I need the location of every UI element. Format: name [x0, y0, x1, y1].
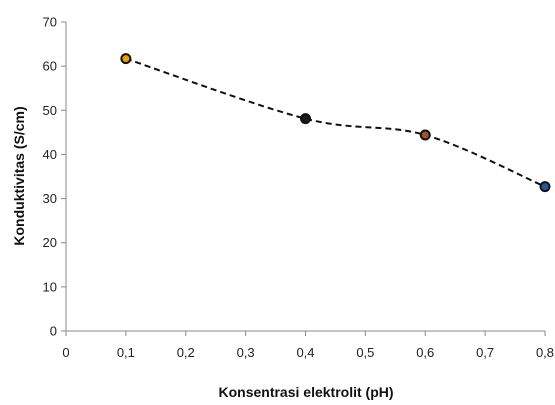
series-line: [125, 57, 546, 188]
x-tick-label: 0,4: [296, 345, 314, 360]
x-tick-labels: 0 0,1 0,2 0,3 0,4 0,5 0,6 0,7 0,8: [62, 345, 554, 360]
x-tick-label: 0,2: [177, 345, 195, 360]
y-axis-title: Konduktivitas (S/cm): [11, 106, 27, 245]
y-tick-label: 10: [43, 279, 57, 294]
y-tick-label: 60: [43, 59, 57, 74]
y-tick-label: 20: [43, 235, 57, 250]
data-point: [120, 53, 132, 65]
x-tick-label: 0,5: [356, 345, 374, 360]
x-tick-label: 0,7: [476, 345, 494, 360]
y-tick-label: 0: [50, 324, 57, 339]
x-tick-label: 0,8: [536, 345, 554, 360]
x-tick-label: 0,6: [416, 345, 434, 360]
data-point: [539, 181, 551, 193]
y-tick-label: 30: [43, 191, 57, 206]
y-tick-label: 40: [43, 147, 57, 162]
data-point: [300, 113, 311, 125]
x-axis-title: Konsentrasi elektrolit (pH): [218, 384, 393, 400]
axes: [61, 21, 546, 336]
data-point: [419, 129, 431, 141]
x-tick-label: 0: [62, 345, 69, 360]
y-tick-label: 50: [43, 103, 57, 118]
y-tick-label: 70: [43, 15, 57, 30]
x-tick-label: 0,3: [237, 345, 255, 360]
x-tick-label: 0,1: [117, 345, 135, 360]
data-points: [120, 53, 551, 193]
y-tick-labels: 0 10 20 30 40 50 60 70: [43, 15, 57, 339]
